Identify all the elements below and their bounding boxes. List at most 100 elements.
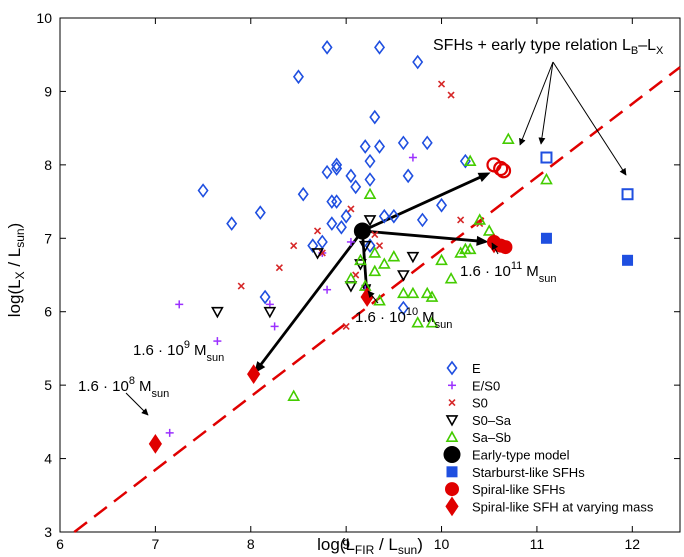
x-tick-label: 12 xyxy=(625,536,641,552)
point-e xyxy=(402,168,414,184)
point-sa-sb xyxy=(420,286,434,299)
x-axis-title: log(LFIR / Lsun) xyxy=(317,535,423,557)
point-s0 xyxy=(237,282,245,290)
point-e xyxy=(364,172,376,187)
point-s0 xyxy=(313,227,322,235)
model-arrow xyxy=(362,229,481,243)
point-e xyxy=(335,219,347,235)
point-s0 xyxy=(371,231,379,239)
x-tick-label: 6 xyxy=(56,536,64,552)
point-starburst-like-sfhs xyxy=(540,232,552,244)
legend-label: E xyxy=(472,361,481,376)
point-spiral-like-sfh-at-varying-mass xyxy=(247,364,261,385)
model-arrowhead xyxy=(476,235,489,246)
point-e xyxy=(226,216,238,231)
point-s0 xyxy=(290,242,298,250)
point-e xyxy=(364,238,376,253)
point-e xyxy=(364,153,376,169)
model-arrow xyxy=(361,174,484,233)
legend-marker-0 xyxy=(446,360,458,376)
point-sa-sb xyxy=(368,264,382,277)
point-e xyxy=(374,139,386,154)
x-tick-label: 8 xyxy=(247,536,255,552)
y-tick-label: 10 xyxy=(36,10,52,26)
point-sa-sb xyxy=(373,294,386,306)
point-s0 xyxy=(352,271,360,279)
point-sa-sb xyxy=(501,132,515,144)
point-e xyxy=(378,208,390,224)
legend-label: E/S0 xyxy=(472,378,500,393)
pointer-mass-11 xyxy=(491,242,499,255)
point-s0-sa xyxy=(406,251,420,264)
point-s0 xyxy=(457,216,465,224)
point-sa-sb xyxy=(473,213,487,225)
legend-label: S0 xyxy=(472,396,488,411)
point-s0 xyxy=(275,264,283,272)
point-e xyxy=(297,186,309,202)
point-e xyxy=(331,194,343,209)
mass-label-11: 1.6 · 1011 Msun xyxy=(460,260,557,285)
x-tick-label: 9 xyxy=(342,536,350,552)
legend-marker-1 xyxy=(448,381,456,390)
pointer-mass-10 xyxy=(367,290,379,304)
legend-marker-3 xyxy=(445,415,459,427)
y-tick-label: 9 xyxy=(44,83,52,99)
point-e-s0 xyxy=(323,285,332,294)
model-arrowhead xyxy=(477,172,491,182)
legend-marker-4 xyxy=(445,430,459,443)
point-e-s0 xyxy=(175,300,184,309)
legend-marker-6 xyxy=(446,466,458,478)
point-e xyxy=(359,139,371,154)
point-sa-sb xyxy=(540,172,553,185)
x-tick-label: 7 xyxy=(151,536,159,552)
point-sa-sb xyxy=(425,290,439,302)
point-e xyxy=(397,135,409,151)
point-sa-sb xyxy=(435,253,448,266)
point-e xyxy=(326,194,338,209)
point-s0 xyxy=(347,205,355,213)
point-s0 xyxy=(318,249,326,257)
point-sa-sb xyxy=(406,286,420,299)
point-e-s0 xyxy=(270,322,279,331)
model-arrows xyxy=(253,172,491,374)
open-point-starburst-like-sfhs xyxy=(540,151,553,164)
legend: E E/S0 S0 S0–Sa Sa–Sb Early-type model Starbur… xyxy=(443,360,654,517)
legend-marker-2 xyxy=(448,399,456,407)
x-tick-label: 11 xyxy=(530,536,545,552)
pointer-spiral-open xyxy=(519,61,554,146)
axis-ticks: 6 7 8 9 10 11 12 3 4 5 6 7 8 9 10 xyxy=(36,10,680,552)
y-tick-label: 6 xyxy=(44,304,52,320)
plot-frame xyxy=(59,17,681,533)
point-s0-sa xyxy=(397,270,410,282)
point-spiral-like-sfhs xyxy=(498,240,513,255)
point-s0-sa xyxy=(263,306,277,319)
point-e xyxy=(259,289,271,305)
point-sa-sb xyxy=(287,389,301,401)
point-spiral-like-sfh-at-varying-mass xyxy=(148,433,162,454)
legend-label: Spiral-like SFH at varying mass xyxy=(472,499,654,514)
pointer-starburst-1 xyxy=(538,61,554,145)
point-e xyxy=(374,40,386,55)
mass-label-9: 1.6 · 109 Msun xyxy=(133,339,224,364)
point-e-s0 xyxy=(165,428,174,437)
point-s0-sa xyxy=(358,240,372,253)
point-sa-sb xyxy=(368,246,382,258)
annotation-pointers xyxy=(125,61,627,416)
legend-label: Starburst-like SFHs xyxy=(472,465,585,480)
point-e xyxy=(421,135,433,151)
point-sa-sb xyxy=(344,272,358,284)
point-e xyxy=(326,216,338,231)
point-sa-sb xyxy=(397,286,410,299)
point-sa-sb xyxy=(482,224,496,236)
relation-annotation: SFHs + early type relation LB–LX xyxy=(433,37,664,57)
point-e xyxy=(350,179,362,195)
y-tick-label: 4 xyxy=(44,451,52,467)
point-sa-sb xyxy=(377,257,391,269)
point-s0 xyxy=(437,80,446,88)
point-e xyxy=(416,212,428,228)
legend-marker-5 xyxy=(443,446,461,463)
point-s0-sa xyxy=(211,306,224,319)
point-s0 xyxy=(447,91,455,99)
point-e xyxy=(412,54,424,70)
